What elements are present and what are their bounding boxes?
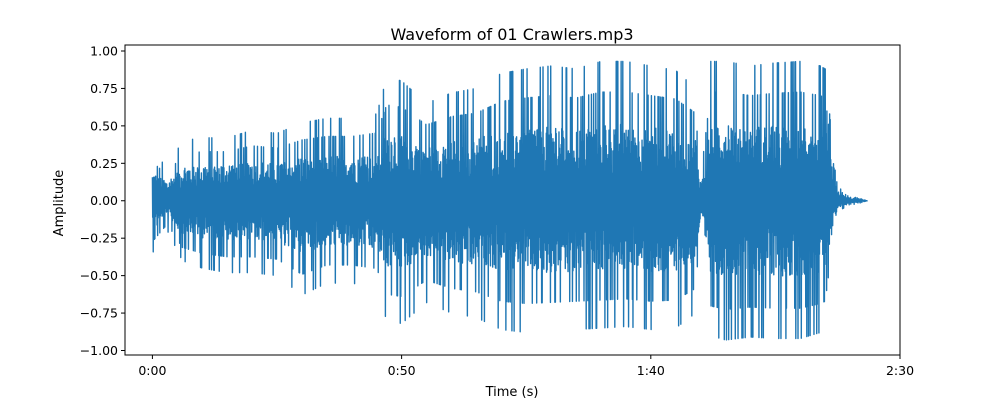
y-tick-label: 0.00 (90, 193, 118, 208)
x-axis-title: Time (s) (485, 385, 539, 400)
y-tick-label: −1.00 (80, 343, 118, 358)
waveform-series-line (151, 60, 869, 341)
x-tick-label: 1:40 (637, 363, 665, 378)
y-axis-title: Amplitude (52, 170, 67, 237)
x-tick-label: 2:30 (886, 363, 914, 378)
x-axis: 0:00 0:50 1:40 2:30 (138, 355, 914, 378)
x-tick-label: 0:00 (138, 363, 166, 378)
y-tick-label: −0.25 (80, 231, 118, 246)
plot-area (151, 60, 869, 341)
y-tick-label: 0.75 (90, 81, 118, 96)
x-tick-label: 0:50 (388, 363, 416, 378)
y-axis: 1.00 0.75 0.50 0.25 0.00 −0.25 −0.50 −0.75 −1.00 (80, 43, 125, 358)
y-tick-label: 0.50 (90, 118, 118, 133)
y-tick-label: −0.50 (80, 268, 118, 283)
y-tick-label: 1.00 (90, 43, 118, 58)
plot-frame (124, 44, 901, 356)
chart-title: Waveform of 01 Crawlers.mp3 (390, 25, 633, 44)
y-tick-label: −0.75 (80, 306, 118, 321)
y-tick-label: 0.25 (90, 156, 118, 171)
